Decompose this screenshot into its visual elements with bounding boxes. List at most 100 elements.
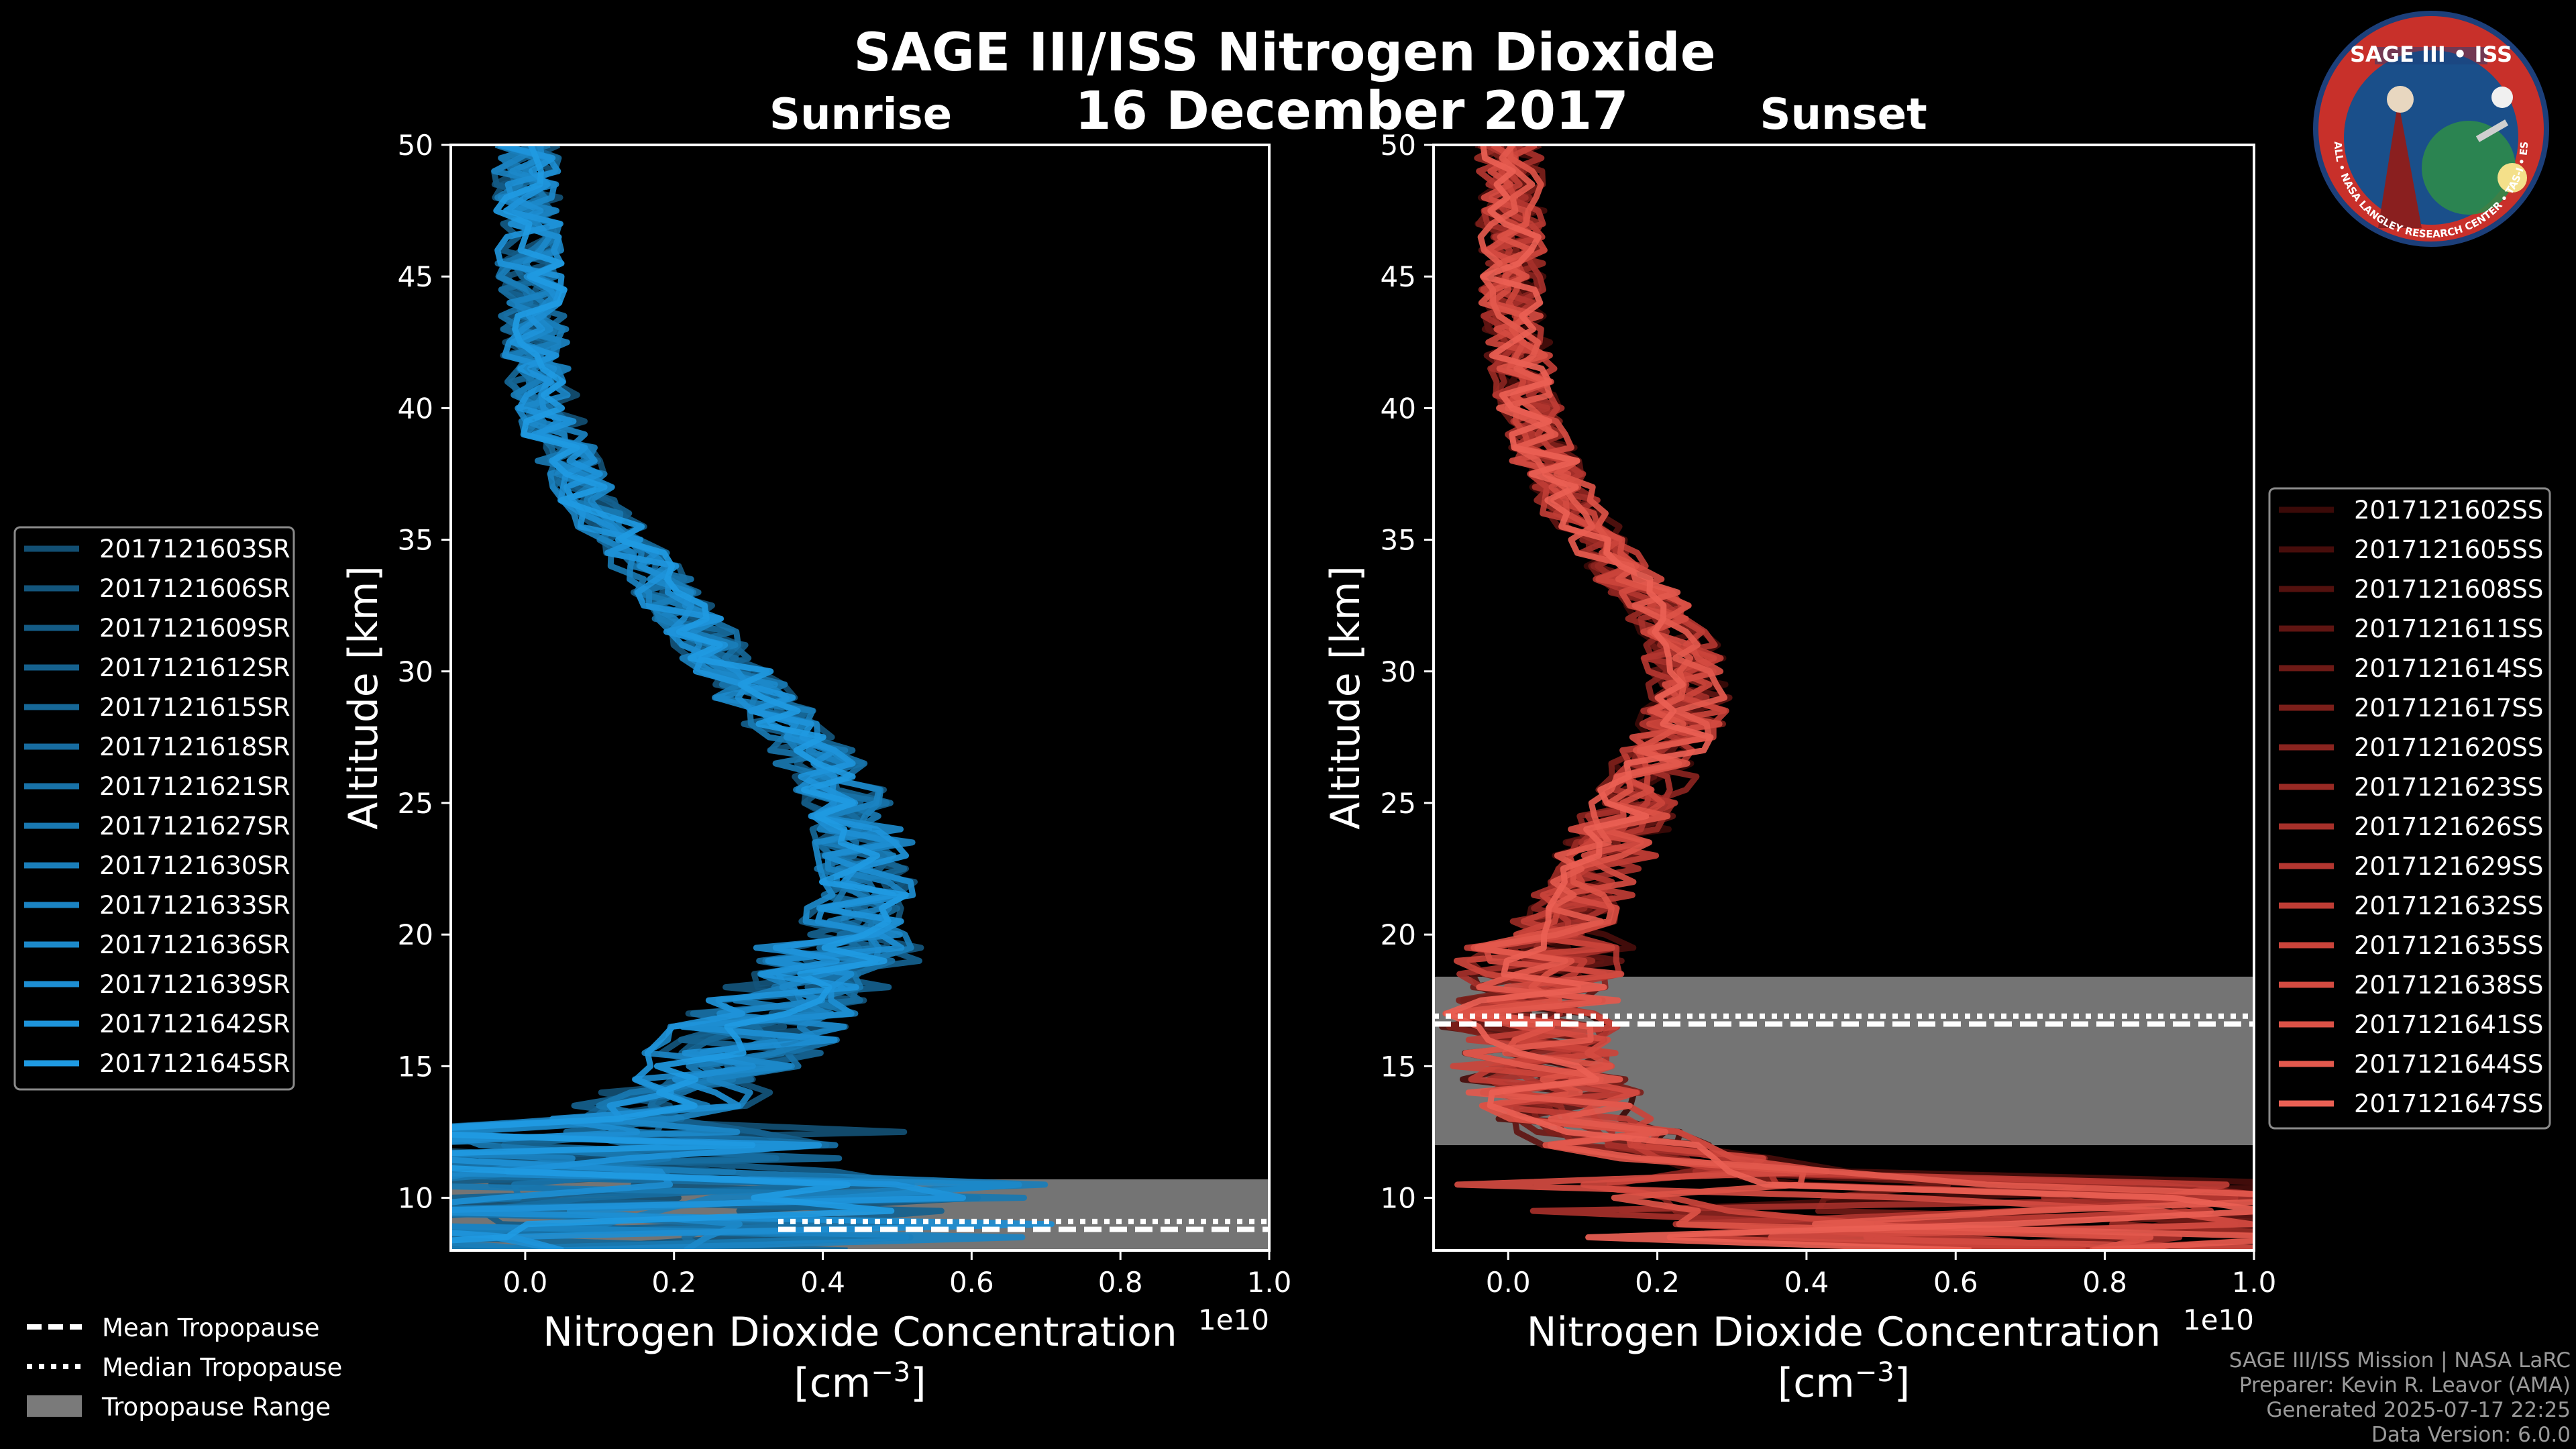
figure-title: SAGE III/ISS Nitrogen Dioxide bbox=[853, 23, 1715, 83]
sunrise-plot-frame bbox=[449, 144, 1271, 1252]
logo-earth-icon bbox=[2422, 121, 2516, 215]
sunrise-plot-area bbox=[451, 145, 1269, 1250]
sunset-xlabel-units-base: [cm bbox=[1778, 1360, 1855, 1407]
sunrise-ytick-label: 15 bbox=[398, 1050, 433, 1083]
sunset-xtick-label: 1.0 bbox=[2232, 1266, 2277, 1299]
credit-generated: Generated 2025-07-17 22:25 bbox=[2266, 1398, 2571, 1422]
sunrise-xtick-label: 0.8 bbox=[1098, 1266, 1143, 1299]
sunrise-legend-label: 2017121636SR bbox=[99, 930, 290, 959]
sunset-legend-label: 2017121617SS bbox=[2354, 694, 2543, 722]
sunset-legend-label: 2017121605SS bbox=[2354, 535, 2543, 564]
sunset-profile-2017121647SS bbox=[1443, 145, 2254, 1250]
sunset-legend-label: 2017121635SS bbox=[2354, 931, 2543, 960]
sunset-profile-2017121644SS bbox=[1462, 145, 2254, 1250]
sunrise-ytick-label: 10 bbox=[398, 1182, 433, 1215]
sunset-legend-frame bbox=[2268, 487, 2551, 1130]
sunset-panel: 0.0 0.2 0.4 0.6 0.8 1.0 10 15 20 25 30 35 40 45 50 1e10… bbox=[1322, 129, 2277, 1407]
sunset-legend-label: 2017121644SS bbox=[2354, 1050, 2543, 1079]
sunset-subtitle: Sunset bbox=[1760, 90, 1927, 140]
sunset-ytick-label: 20 bbox=[1381, 918, 1416, 951]
sunrise-ytick-label: 20 bbox=[398, 918, 433, 951]
sunset-ytick-label: 25 bbox=[1381, 787, 1416, 820]
sunset-legend-label: 2017121641SS bbox=[2354, 1010, 2543, 1039]
sunrise-ylabel: Altitude [km] bbox=[340, 566, 387, 830]
sunrise-subtitle: Sunrise bbox=[769, 90, 952, 140]
sunrise-xtick-label: 0.4 bbox=[800, 1266, 845, 1299]
sunrise-xlabel-units-base: [cm bbox=[794, 1360, 871, 1407]
sunset-xlabel: Nitrogen Dioxide Concentration bbox=[1527, 1309, 2161, 1356]
logo-sun-icon bbox=[2498, 163, 2527, 193]
tropopause-range-label: Tropopause Range bbox=[101, 1393, 331, 1421]
sunrise-legend-label: 2017121603SR bbox=[99, 535, 290, 564]
tropopause-range-swatch bbox=[27, 1395, 82, 1417]
sunrise-x-scale-label: 1e10 bbox=[1198, 1303, 1269, 1336]
sunset-plot-frame bbox=[1432, 144, 2255, 1252]
sunrise-legend-label: 2017121645SR bbox=[99, 1049, 290, 1078]
sunrise-ytick-label: 45 bbox=[398, 260, 433, 293]
logo-iss-icon bbox=[2475, 119, 2509, 142]
sunset-xtick-label: 0.0 bbox=[1486, 1266, 1531, 1299]
sunset-ytick-label: 45 bbox=[1381, 260, 1416, 293]
sunset-legend-label: 2017121614SS bbox=[2354, 654, 2543, 683]
sunset-xtick-label: 0.6 bbox=[1933, 1266, 1978, 1299]
sunset-legend: 2017121602SS 2017121605SS 2017121608SS 2017… bbox=[2268, 487, 2551, 1130]
sunrise-xlabel-units: [cm−3] bbox=[794, 1357, 926, 1407]
sunrise-legend-label: 2017121609SR bbox=[99, 614, 290, 643]
sunset-ytick-label: 10 bbox=[1381, 1182, 1416, 1215]
sunset-legend-label: 2017121632SS bbox=[2354, 892, 2543, 920]
sunrise-legend-label: 2017121630SR bbox=[99, 851, 290, 880]
sunrise-xtick-label: 1.0 bbox=[1247, 1266, 1292, 1299]
sunrise-legend-label: 2017121627SR bbox=[99, 812, 290, 841]
sunrise-legend: 2017121603SR 2017121606SR 2017121609SR 2017… bbox=[13, 526, 295, 1091]
sunrise-profile-2017121636SR bbox=[451, 145, 1022, 1250]
sunrise-xlabel-units-exponent: −3 bbox=[871, 1357, 910, 1388]
logo-title: SAGE III • ISS bbox=[2350, 42, 2512, 67]
sunset-ytick-label: 35 bbox=[1381, 524, 1416, 557]
sunset-ytick-label: 50 bbox=[1381, 129, 1416, 162]
sunrise-xtick-label: 0.2 bbox=[651, 1266, 696, 1299]
sunrise-ytick-label: 50 bbox=[398, 129, 433, 162]
sunset-legend-label: 2017121647SS bbox=[2354, 1089, 2543, 1118]
sunrise-xlabel: Nitrogen Dioxide Concentration bbox=[543, 1309, 1177, 1356]
sunrise-legend-label: 2017121612SR bbox=[99, 653, 290, 682]
credit-data-version: Data Version: 6.0.0 bbox=[2371, 1423, 2571, 1447]
sunrise-xlabel-units-close: ] bbox=[910, 1360, 926, 1407]
sunset-legend-label: 2017121626SS bbox=[2354, 812, 2543, 841]
sunrise-legend-label: 2017121639SR bbox=[99, 970, 290, 999]
sunset-profile-2017121641SS bbox=[1442, 145, 2154, 1250]
sunset-xtick-label: 0.2 bbox=[1635, 1266, 1680, 1299]
sunset-legend-label: 2017121638SS bbox=[2354, 971, 2543, 1000]
sunset-ytick-label: 15 bbox=[1381, 1050, 1416, 1083]
sunrise-legend-label: 2017121606SR bbox=[99, 574, 290, 603]
sunset-xlabel-units-exponent: −3 bbox=[1855, 1357, 1894, 1388]
sunrise-legend-label: 2017121621SR bbox=[99, 772, 290, 801]
sunrise-ytick-label: 30 bbox=[398, 655, 433, 688]
sunset-legend-label: 2017121620SS bbox=[2354, 733, 2543, 762]
logo-figure-icon bbox=[2378, 101, 2422, 228]
sunset-xlabel-units: [cm−3] bbox=[1778, 1357, 1910, 1407]
logo-title-plate bbox=[2375, 47, 2487, 64]
sunset-legend-label: 2017121629SS bbox=[2354, 852, 2543, 881]
sunrise-profile-2017121645SR bbox=[451, 145, 909, 1244]
sunset-ylabel: Altitude [km] bbox=[1322, 566, 1369, 830]
sunrise-ytick-label: 25 bbox=[398, 787, 433, 820]
sunset-xlabel-units-close: ] bbox=[1894, 1360, 1910, 1407]
figure-date: 16 December 2017 bbox=[1075, 81, 1628, 142]
credit-mission: SAGE III/ISS Mission | NASA LaRC bbox=[2229, 1348, 2571, 1373]
sunrise-profile-2017121639SR bbox=[451, 145, 1055, 1250]
sunrise-xtick-label: 0.6 bbox=[949, 1266, 994, 1299]
logo-figure-head-icon bbox=[2387, 86, 2414, 113]
sunset-xtick-label: 0.4 bbox=[1784, 1266, 1829, 1299]
sunset-legend-label: 2017121611SS bbox=[2354, 614, 2543, 643]
sunrise-legend-frame bbox=[13, 526, 295, 1091]
credit-preparer: Preparer: Kevin R. Leavor (AMA) bbox=[2239, 1373, 2571, 1397]
sunset-xtick-label: 0.8 bbox=[2082, 1266, 2127, 1299]
sunrise-legend-label: 2017121615SR bbox=[99, 693, 290, 722]
sunrise-ytick-label: 40 bbox=[398, 392, 433, 425]
sunset-ytick-label: 30 bbox=[1381, 655, 1416, 688]
sunset-legend-label: 2017121602SS bbox=[2354, 496, 2543, 525]
logo-moon-icon bbox=[2491, 87, 2513, 108]
sunset-legend-label: 2017121623SS bbox=[2354, 773, 2543, 802]
tropopause-legend: Mean Tropopause Median Tropopause Tropop… bbox=[27, 1313, 342, 1421]
